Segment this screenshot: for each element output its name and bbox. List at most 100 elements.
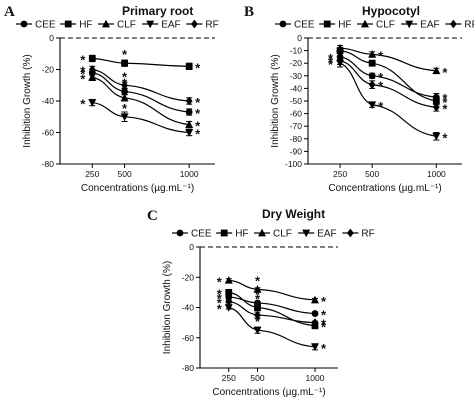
significance-star: * [195, 127, 201, 142]
legend-entry-cee: CEE [16, 20, 56, 31]
x-axis-label: Concentrations (µg.mL⁻¹) [212, 387, 325, 398]
legend-entry-cee: CEE [275, 20, 315, 31]
axes: 0 -20 -40 -60 -80 250 500 1000 [182, 242, 338, 383]
data-point-diamond [88, 65, 96, 74]
legend-entry-rf: RF [445, 20, 474, 31]
significance-star: * [80, 64, 86, 79]
significance-star: * [378, 79, 384, 94]
x-tick-label: 500 [365, 169, 379, 179]
legend-entry-rf: RF [186, 19, 219, 31]
y-tick-label: -20 [290, 58, 303, 68]
legend-marker-square [220, 229, 228, 237]
significance-star: * [195, 95, 201, 110]
significance-star: * [442, 65, 448, 80]
y-tick-label: -60 [290, 109, 303, 119]
series-clf: *** [80, 71, 201, 133]
significance-star: * [255, 292, 261, 307]
x-axis-label: Concentrations (µg.mL⁻¹) [81, 183, 194, 194]
data-point-triangle-down [185, 129, 194, 137]
legend-marker-triangle-down [302, 229, 311, 238]
data-point-triangle-down [253, 326, 262, 335]
legend-marker-circle [20, 20, 28, 28]
data-point-circle [121, 88, 128, 95]
panel-b: B Hypocotyl CEE HF CLF EAF RF 0 -10 -20 -30 -40 -50 -… [244, 4, 474, 194]
data-point-triangle-up [311, 295, 319, 304]
x-tick-label: 1000 [180, 169, 199, 179]
significance-star: * [442, 95, 448, 110]
significance-star: * [122, 82, 128, 97]
significance-star: * [195, 106, 201, 121]
series-rf: *** [328, 55, 448, 117]
legend-label: CLF [273, 229, 292, 240]
series-rf: * * * [217, 295, 327, 331]
legend-marker-triangle-down [405, 20, 414, 29]
series-rf: *** [80, 64, 201, 111]
significance-star: * [442, 130, 448, 145]
significance-star: * [255, 314, 261, 329]
legend-label: HF [235, 229, 248, 240]
data-point-diamond [311, 318, 319, 328]
y-tick-label: -80 [42, 159, 55, 169]
data-point-triangle-up [336, 43, 345, 52]
legend-marker-triangle-up [102, 19, 110, 28]
series-line [228, 279, 316, 301]
y-tick-label: -30 [290, 71, 303, 81]
legend-entry-rf: RF [342, 228, 375, 240]
legend-label: CEE [35, 20, 56, 31]
series-hf: * * * [217, 286, 327, 334]
y-tick-label: 0 [49, 33, 54, 43]
legend-marker-square [323, 20, 331, 28]
legend-entry-eaf: EAF [401, 20, 440, 31]
x-tick-label: 500 [117, 169, 131, 179]
y-tick-label: -70 [290, 121, 303, 131]
significance-star: * [80, 71, 86, 86]
significance-star: * [321, 317, 327, 332]
legend-entry-cee: CEE [172, 229, 212, 240]
x-tick-label: 1000 [306, 373, 325, 383]
legend-entry-eaf: EAF [298, 229, 337, 240]
legend-marker-circle [279, 20, 287, 28]
legend-label: EAF [161, 20, 180, 31]
x-tick-label: 250 [333, 169, 347, 179]
data-point-square [432, 97, 440, 105]
data-point-square [368, 59, 376, 67]
legend-label: EAF [420, 20, 439, 31]
y-tick-label: -60 [182, 333, 195, 343]
chart-title: Hypocotyl [362, 4, 420, 18]
significance-star: * [217, 295, 223, 310]
x-tick-label: 1000 [427, 169, 446, 179]
panel-a: A Primary root CEE HF CLF EAF RF 0 -20 -40 -60 -80 2… [4, 4, 219, 194]
significance-star: * [328, 51, 334, 66]
series-line [92, 72, 190, 113]
series-line [340, 47, 437, 72]
significance-star: * [255, 273, 261, 288]
legend-marker-diamond [191, 19, 198, 29]
data-point-triangle-down [311, 343, 319, 352]
legend-marker-diamond [347, 228, 354, 238]
data-point-triangle-up [120, 93, 129, 102]
legend-entry-hf: HF [216, 229, 249, 240]
legend-label: CLF [117, 20, 136, 31]
data-point-diamond [432, 102, 440, 112]
significance-star: * [80, 97, 86, 112]
legend-marker-circle [176, 229, 184, 237]
y-tick-label: 0 [297, 33, 302, 43]
series-line [340, 50, 437, 102]
series-clf: * * * [217, 273, 327, 309]
significance-star: * [80, 67, 86, 82]
series-cee: *** [80, 67, 201, 121]
data-point-triangle-down [88, 99, 97, 107]
legend-marker-diamond [450, 19, 457, 29]
data-point-circle [311, 310, 319, 317]
data-point-square [254, 304, 261, 311]
data-point-diamond [225, 297, 233, 306]
legend-label: RF [205, 20, 218, 31]
data-point-triangle-down [224, 304, 233, 312]
significance-star: * [378, 70, 384, 85]
y-tick-label: -20 [42, 65, 55, 75]
legend-marker-triangle-down [146, 20, 155, 29]
y-tick-label: -100 [285, 159, 302, 169]
y-tick-label: -40 [42, 96, 55, 106]
data-point-triangle-down [432, 132, 441, 141]
